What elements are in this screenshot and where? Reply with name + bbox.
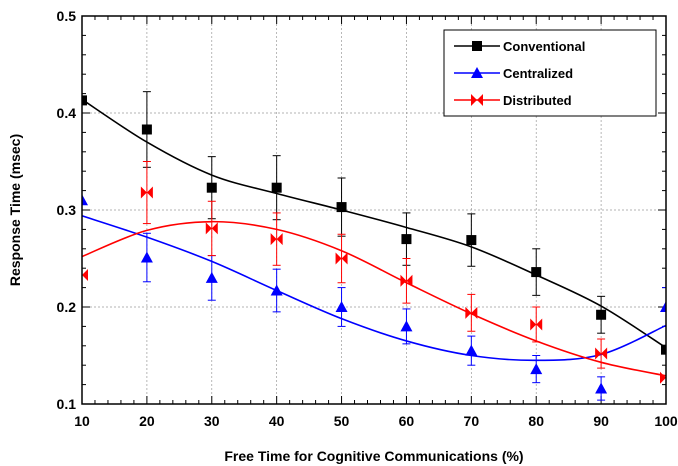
data-point-distributed <box>270 233 277 246</box>
x-tick-label: 40 <box>269 413 285 429</box>
data-point-distributed <box>276 233 283 246</box>
fit-line-conventional <box>82 98 666 349</box>
plot-area <box>76 91 672 401</box>
data-point-centralized <box>530 363 543 375</box>
data-point-centralized <box>465 344 478 356</box>
series-conventional <box>82 91 666 355</box>
data-point-centralized <box>140 251 153 263</box>
data-point-conventional <box>336 202 347 213</box>
x-tick-label: 50 <box>334 413 350 429</box>
plot-frame <box>81 15 667 405</box>
data-point-distributed <box>660 371 666 384</box>
x-tick-label: 70 <box>464 413 480 429</box>
data-point-conventional <box>82 95 87 106</box>
y-tick-label: 0.2 <box>57 299 77 315</box>
data-point-distributed <box>536 318 543 331</box>
x-tick-label: 20 <box>139 413 155 429</box>
data-point-distributed <box>82 268 88 281</box>
data-point-centralized <box>595 382 608 394</box>
y-tick-label: 0.5 <box>57 8 77 24</box>
legend-marker-conventional <box>472 41 482 51</box>
x-tick-label: 90 <box>593 413 609 429</box>
x-tick-label: 80 <box>528 413 544 429</box>
series-centralized <box>82 194 666 401</box>
data-point-distributed <box>666 372 672 384</box>
x-tick-label: 60 <box>399 413 415 429</box>
data-point-conventional <box>141 124 152 135</box>
y-tick-labels: 0.1 0.2 0.3 0.4 0.5 <box>57 8 77 412</box>
data-point-centralized <box>400 320 413 332</box>
x-tick-label: 30 <box>204 413 220 429</box>
data-point-conventional <box>661 344 666 355</box>
fit-line-centralized <box>82 215 666 362</box>
legend: Conventional Centralized Distributed <box>443 29 657 117</box>
legend-marker-centralized <box>471 67 483 78</box>
y-tick-label: 0.1 <box>57 396 77 412</box>
fit-line-distributed <box>82 220 666 377</box>
data-point-distributed <box>601 347 608 360</box>
y-axis-title: Response Time (msec) <box>7 134 23 286</box>
data-point-distributed <box>400 274 407 287</box>
x-tick-label: 100 <box>654 413 678 429</box>
data-point-distributed <box>471 306 478 319</box>
data-point-distributed <box>530 318 537 331</box>
data-point-conventional <box>466 235 477 246</box>
x-tick-labels: 10 20 30 40 50 60 70 80 90 100 <box>74 413 678 429</box>
data-point-distributed <box>595 347 602 360</box>
data-point-distributed <box>76 269 82 281</box>
data-point-distributed <box>335 252 342 265</box>
legend-label-distributed: Distributed <box>503 93 572 108</box>
data-point-centralized <box>270 284 283 296</box>
data-point-distributed <box>406 274 413 287</box>
data-point-distributed <box>146 186 153 199</box>
data-point-distributed <box>341 252 348 265</box>
legend-label-conventional: Conventional <box>503 39 585 54</box>
data-point-distributed <box>205 222 212 235</box>
data-point-conventional <box>271 182 282 193</box>
legend-marker-distributed <box>477 94 483 106</box>
y-tick-label: 0.4 <box>57 105 77 121</box>
legend-marker-distributed <box>471 94 477 106</box>
y-tick-label: 0.3 <box>57 202 77 218</box>
data-point-centralized <box>205 271 218 283</box>
data-point-distributed <box>140 186 147 199</box>
data-point-conventional <box>401 234 412 245</box>
data-point-conventional <box>596 309 607 320</box>
x-tick-label: 10 <box>74 413 90 429</box>
data-point-distributed <box>465 306 472 319</box>
x-axis-title: Free Time for Cognitive Communications (… <box>224 448 523 464</box>
data-point-conventional <box>531 267 542 278</box>
series-distributed <box>76 161 672 384</box>
data-point-centralized <box>660 301 666 312</box>
data-point-centralized <box>82 194 88 206</box>
data-point-conventional <box>206 182 217 193</box>
data-point-distributed <box>211 222 218 235</box>
legend-label-centralized: Centralized <box>503 66 573 81</box>
data-point-centralized <box>335 301 348 312</box>
